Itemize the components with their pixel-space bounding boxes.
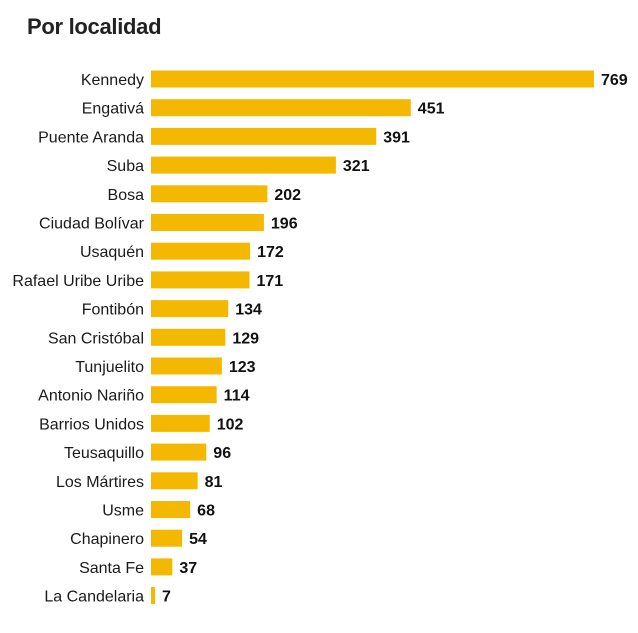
category-label: Barrios Unidos [39,416,144,433]
bar [151,242,251,260]
value-label: 81 [205,474,223,491]
bar [151,127,377,145]
category-label: Kennedy [81,72,144,89]
category-label: Bosa [108,187,145,204]
bar [151,558,173,576]
bar [151,271,250,289]
value-label: 96 [213,445,231,462]
value-label: 451 [418,101,445,118]
bar [151,214,264,231]
bar [151,472,198,490]
value-label: 202 [274,187,301,204]
bar [151,185,268,203]
value-label: 321 [343,158,370,175]
bar [151,501,191,518]
category-label: Ciudad Bolívar [39,216,145,233]
category-label: Teusaquillo [64,445,144,462]
category-label: Rafael Uribe Uribe [12,273,144,290]
category-label: Puente Aranda [38,129,144,146]
category-label: Fontibón [82,302,144,319]
category-label: Suba [107,158,144,175]
value-label: 7 [162,589,171,606]
bar [151,414,210,432]
category-label: Santa Fe [79,560,144,577]
category-label: Los Mártires [56,474,144,491]
category-label: Antonio Nariño [38,388,144,405]
bar [151,587,156,605]
value-label: 769 [601,72,628,89]
category-label: Chapinero [70,531,144,548]
bar [151,156,336,174]
bar [151,443,207,461]
value-label: 196 [271,216,298,233]
value-label: 171 [257,273,284,290]
bar [151,386,217,404]
bar [151,357,222,375]
value-label: 172 [257,244,284,261]
value-label: 129 [232,330,259,347]
bar [151,70,594,88]
bar [151,328,226,346]
bar [151,529,183,547]
chart-title: Por localidad [27,14,162,39]
value-label: 37 [179,560,197,577]
category-label: Tunjuelito [75,359,144,376]
value-label: 68 [197,503,215,520]
category-label: Usaquén [80,244,144,261]
category-label: Engativá [82,101,144,118]
value-label: 391 [383,129,410,146]
bar [151,99,411,117]
value-label: 123 [229,359,256,376]
value-label: 102 [217,416,244,433]
category-label: La Candelaria [44,589,144,606]
category-label: San Cristóbal [48,330,144,347]
value-label: 134 [235,302,262,319]
value-label: 54 [189,531,207,548]
category-label: Usme [102,503,144,520]
bar [151,300,229,318]
value-label: 114 [224,388,250,405]
